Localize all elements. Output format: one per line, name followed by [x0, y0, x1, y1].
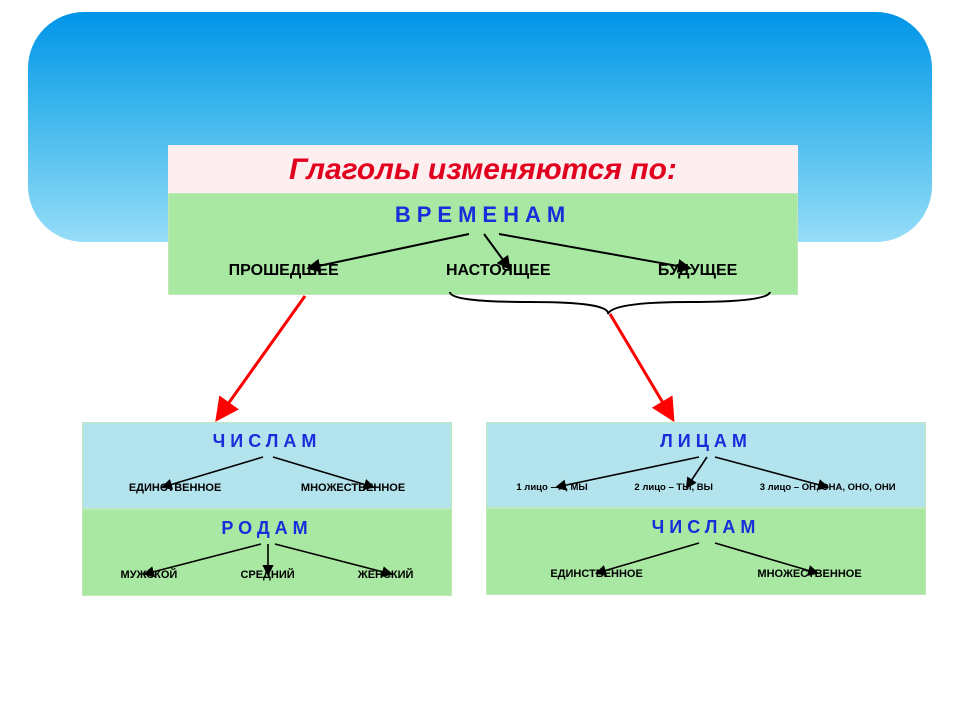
- genders-box: РОДАМ МУЖСКОЙ СРЕДНИЙ ЖЕНСКИЙ: [82, 509, 452, 596]
- numbers-heading-left: ЧИСЛАМ: [89, 431, 445, 452]
- top-block: Глаголы изменяются по: ВРЕМЕНАМ ПРОШЕДШЕ…: [168, 145, 798, 295]
- main-title: Глаголы изменяются по:: [168, 145, 798, 193]
- tense-present: НАСТОЯЩЕЕ: [446, 262, 551, 280]
- num-singular-r: ЕДИНСТВЕННОЕ: [550, 568, 642, 580]
- tense-past: ПРОШЕДШЕЕ: [229, 262, 339, 280]
- numbers-box-right: ЧИСЛАМ ЕДИНСТВЕННОЕ МНОЖЕСТВЕННОЕ: [486, 508, 926, 595]
- persons-box: ЛИЦАМ 1 лицо – Я, МЫ 2 лицо – ТЫ, ВЫ 3 л…: [486, 422, 926, 508]
- gender-f: ЖЕНСКИЙ: [358, 569, 414, 581]
- tense-future: БУДУЩЕЕ: [658, 262, 737, 280]
- tenses-heading: ВРЕМЕНАМ: [175, 202, 791, 228]
- right-column: ЛИЦАМ 1 лицо – Я, МЫ 2 лицо – ТЫ, ВЫ 3 л…: [486, 422, 926, 595]
- gender-n: СРЕДНИЙ: [240, 569, 294, 581]
- numbers-heading-right: ЧИСЛАМ: [493, 517, 919, 538]
- red-arrows: [0, 290, 960, 440]
- num-plural-r: МНОЖЕСТВЕННОЕ: [757, 568, 861, 580]
- tenses-box: ВРЕМЕНАМ ПРОШЕДШЕЕ НАСТОЯЩЕЕ БУДУЩЕЕ: [168, 193, 798, 295]
- person-1: 1 лицо – Я, МЫ: [516, 482, 587, 493]
- num-plural-l: МНОЖЕСТВЕННОЕ: [301, 482, 405, 494]
- num-singular-l: ЕДИНСТВЕННОЕ: [129, 482, 221, 494]
- gender-m: МУЖСКОЙ: [121, 569, 178, 581]
- persons-heading: ЛИЦАМ: [493, 431, 919, 452]
- left-column: ЧИСЛАМ ЕДИНСТВЕННОЕ МНОЖЕСТВЕННОЕ РОДАМ …: [82, 422, 452, 596]
- numbers-box-left: ЧИСЛАМ ЕДИНСТВЕННОЕ МНОЖЕСТВЕННОЕ: [82, 422, 452, 509]
- person-3: 3 лицо – ОН, ОНА, ОНО, ОНИ: [760, 482, 896, 493]
- genders-heading: РОДАМ: [89, 518, 445, 539]
- person-2: 2 лицо – ТЫ, ВЫ: [634, 482, 713, 493]
